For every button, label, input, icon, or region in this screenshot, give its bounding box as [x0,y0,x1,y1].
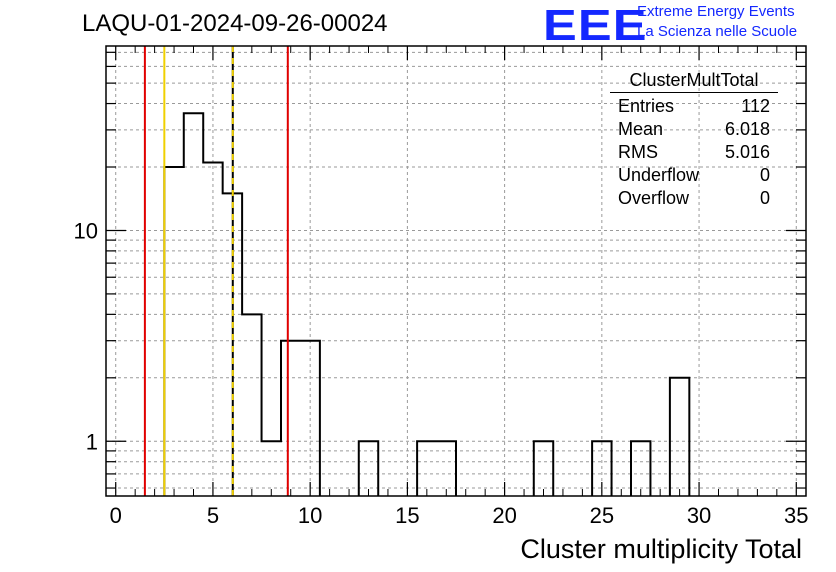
marker-lines [143,46,289,496]
histogram-bin [359,441,378,496]
stats-title: ClusterMultTotal [610,70,778,93]
histogram-outline [163,112,691,496]
histogram-bin [281,341,300,496]
histogram-bin [437,441,456,496]
stats-value: 112 [741,96,770,116]
logo-line-1: Extreme Energy Events [637,3,795,20]
x-axis-label: Cluster multiplicity Total [520,534,802,564]
stats-label: Entries [618,96,675,116]
stats-value: 5.016 [724,142,770,162]
histogram-bin [592,441,611,496]
histogram-bin [203,163,222,496]
x-tick-label: 10 [298,503,322,528]
logo-line-2: La Scienza nelle Scuole [637,23,798,40]
histogram-bin [631,441,650,496]
y-tick-label: 1 [86,429,98,454]
x-tick-label: 35 [784,503,808,528]
stats-label: Underflow [618,165,700,185]
stats-row-entries: Entries 112 [610,95,778,118]
stats-row-rms: RMS 5.016 [610,141,778,164]
histogram-bin [670,378,689,496]
stats-box: ClusterMultTotal Entries 112 Mean 6.018 … [610,70,778,210]
y-tick-label: 10 [74,218,98,243]
histogram-bin [300,341,319,496]
stats-value: 6.018 [724,119,770,139]
histogram-bin [164,167,183,496]
stats-row-overflow: Overflow 0 [610,187,778,210]
histogram-bin [184,113,203,496]
histogram-bin [417,441,436,496]
x-tick-label: 30 [687,503,711,528]
eee-logo: EEE [543,1,648,50]
tick-labels: 0 5 10 15 20 25 30 35 1 10 [74,218,809,528]
stats-row-mean: Mean 6.018 [610,118,778,141]
x-tick-label: 15 [395,503,419,528]
axis-ticks [106,46,806,496]
histogram-series [163,112,691,496]
histogram-bin [262,441,281,496]
stats-value: 0 [759,165,770,185]
stats-label: Overflow [618,188,690,208]
chart-title: LAQU-01-2024-09-26-00024 [82,10,388,37]
stats-label: Mean [618,119,664,139]
x-tick-label: 0 [110,503,122,528]
x-tick-label: 20 [492,503,516,528]
stats-label: RMS [618,142,658,162]
stats-value: 0 [759,188,770,208]
x-tick-label: 5 [207,503,219,528]
x-tick-label: 25 [590,503,614,528]
histogram-bin [242,314,261,496]
stats-row-underflow: Underflow 0 [610,164,778,187]
histogram-bin [534,441,553,496]
plot-frame [105,45,807,497]
